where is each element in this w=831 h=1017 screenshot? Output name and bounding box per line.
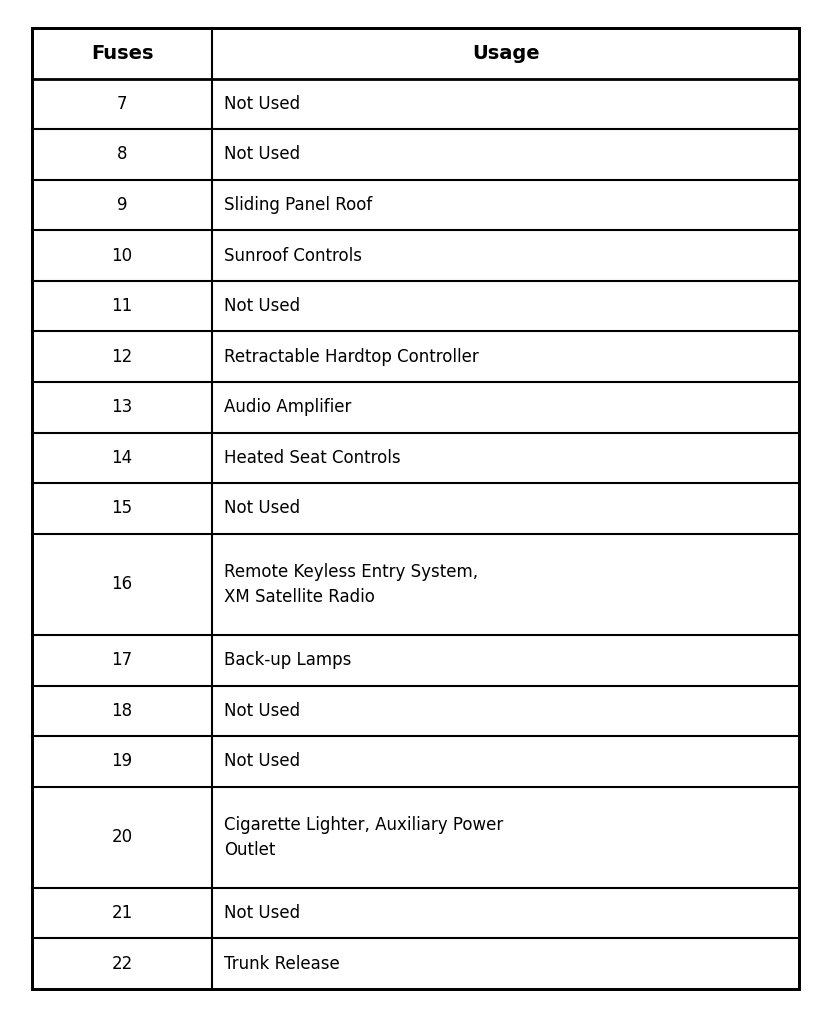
Text: 20: 20: [111, 828, 133, 846]
Text: 21: 21: [111, 904, 133, 922]
Text: 19: 19: [111, 753, 133, 771]
Text: Heated Seat Controls: Heated Seat Controls: [224, 448, 401, 467]
Text: 18: 18: [111, 702, 133, 720]
Text: Usage: Usage: [472, 44, 539, 63]
Text: Remote Keyless Entry System,
XM Satellite Radio: Remote Keyless Entry System, XM Satellit…: [224, 562, 479, 606]
Text: 10: 10: [111, 246, 133, 264]
Text: 17: 17: [111, 651, 133, 669]
Text: Not Used: Not Used: [224, 702, 300, 720]
Text: Not Used: Not Used: [224, 753, 300, 771]
Text: Audio Amplifier: Audio Amplifier: [224, 399, 352, 416]
Text: Sliding Panel Roof: Sliding Panel Roof: [224, 196, 372, 214]
Text: Fuses: Fuses: [91, 44, 154, 63]
Text: Sunroof Controls: Sunroof Controls: [224, 246, 362, 264]
Text: 9: 9: [117, 196, 127, 214]
Text: Cigarette Lighter, Auxiliary Power
Outlet: Cigarette Lighter, Auxiliary Power Outle…: [224, 816, 504, 858]
Text: Not Used: Not Used: [224, 95, 300, 113]
Text: 11: 11: [111, 297, 133, 315]
Text: 12: 12: [111, 348, 133, 366]
Text: Not Used: Not Used: [224, 499, 300, 518]
Text: Not Used: Not Used: [224, 297, 300, 315]
Text: 14: 14: [111, 448, 133, 467]
Text: 15: 15: [111, 499, 133, 518]
Text: 7: 7: [117, 95, 127, 113]
Text: 13: 13: [111, 399, 133, 416]
Text: Trunk Release: Trunk Release: [224, 955, 340, 972]
Text: Back-up Lamps: Back-up Lamps: [224, 651, 352, 669]
Text: 16: 16: [111, 576, 133, 593]
Text: Not Used: Not Used: [224, 904, 300, 922]
Text: 8: 8: [117, 145, 127, 164]
Text: Not Used: Not Used: [224, 145, 300, 164]
Text: Retractable Hardtop Controller: Retractable Hardtop Controller: [224, 348, 479, 366]
Text: 22: 22: [111, 955, 133, 972]
